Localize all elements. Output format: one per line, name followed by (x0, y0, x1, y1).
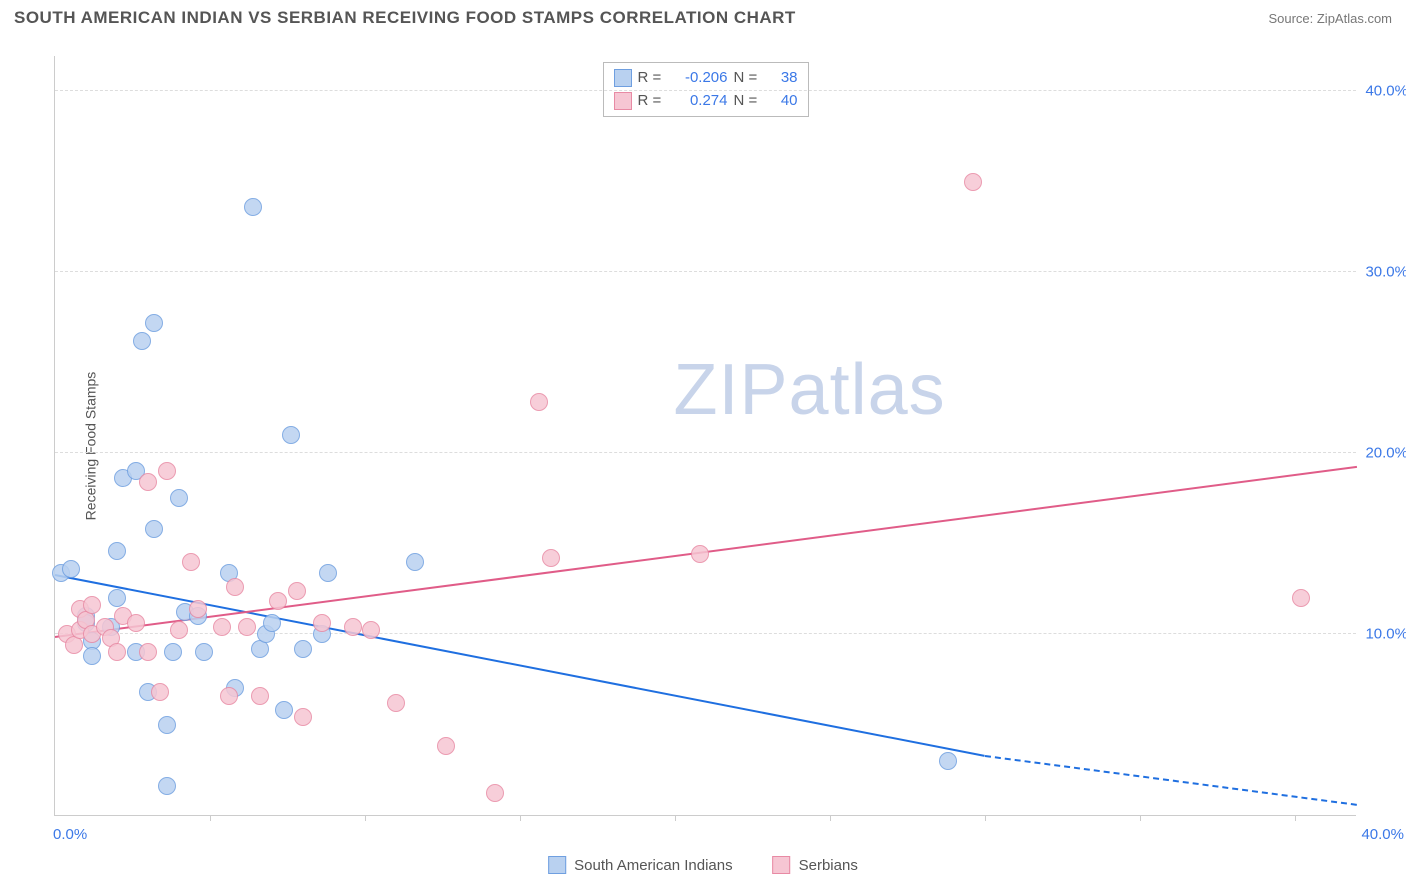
data-point (83, 647, 101, 665)
data-point (158, 462, 176, 480)
data-point (1292, 589, 1310, 607)
data-point (269, 592, 287, 610)
gridline (55, 271, 1356, 272)
correlation-chart: ZIPatlas 0.0% 40.0% R =-0.206N =38R =0.2… (54, 56, 1356, 816)
data-point (108, 589, 126, 607)
legend-label: South American Indians (574, 857, 732, 874)
data-point (387, 694, 405, 712)
n-label: N = (734, 67, 762, 90)
legend-swatch (614, 92, 632, 110)
gridline (55, 452, 1356, 453)
data-point (158, 716, 176, 734)
y-tick-label: 30.0% (1365, 264, 1406, 281)
gridline (55, 90, 1356, 91)
legend-item: South American Indians (548, 856, 732, 874)
data-point (62, 560, 80, 578)
x-tick (675, 815, 676, 821)
x-tick (210, 815, 211, 821)
data-point (170, 489, 188, 507)
data-point (542, 549, 560, 567)
data-point (313, 614, 331, 632)
data-point (139, 643, 157, 661)
data-point (83, 596, 101, 614)
data-point (182, 553, 200, 571)
legend-swatch (773, 856, 791, 874)
data-point (437, 737, 455, 755)
data-point (530, 393, 548, 411)
x-axis-max-label: 40.0% (1361, 826, 1404, 843)
y-tick-label: 40.0% (1365, 83, 1406, 100)
r-value: -0.206 (672, 67, 728, 90)
data-point (145, 314, 163, 332)
data-point (170, 621, 188, 639)
data-point (288, 582, 306, 600)
legend-item: Serbians (773, 856, 858, 874)
data-point (939, 752, 957, 770)
data-point (406, 553, 424, 571)
series-legend: South American Indians Serbians (548, 856, 858, 874)
data-point (319, 564, 337, 582)
data-point (226, 578, 244, 596)
data-point (275, 701, 293, 719)
trend-line-extrapolated (985, 755, 1357, 806)
data-point (238, 618, 256, 636)
r-label: R = (638, 90, 666, 113)
watermark: ZIPatlas (674, 349, 946, 431)
stats-legend-row: R = -0.206 N = 38 (614, 67, 798, 90)
x-tick (520, 815, 521, 821)
x-tick (985, 815, 986, 821)
x-tick (1295, 815, 1296, 821)
watermark-bold: ZIP (674, 350, 789, 430)
data-point (691, 545, 709, 563)
data-point (164, 643, 182, 661)
x-axis-min-label: 0.0% (53, 826, 87, 843)
data-point (344, 618, 362, 636)
stats-legend-row: R = 0.274 N = 40 (614, 90, 798, 113)
x-tick (830, 815, 831, 821)
n-label: N = (734, 90, 762, 113)
source-label: Source: ZipAtlas.com (1268, 11, 1392, 26)
data-point (139, 473, 157, 491)
data-point (964, 173, 982, 191)
n-value: 38 (768, 67, 798, 90)
x-tick (1140, 815, 1141, 821)
page-title: SOUTH AMERICAN INDIAN VS SERBIAN RECEIVI… (14, 8, 796, 28)
x-tick (365, 815, 366, 821)
data-point (244, 198, 262, 216)
data-point (294, 640, 312, 658)
legend-label: Serbians (799, 857, 858, 874)
y-tick-label: 20.0% (1365, 445, 1406, 462)
header-bar: SOUTH AMERICAN INDIAN VS SERBIAN RECEIVI… (0, 0, 1406, 32)
data-point (108, 643, 126, 661)
legend-swatch (548, 856, 566, 874)
data-point (263, 614, 281, 632)
data-point (145, 520, 163, 538)
data-point (213, 618, 231, 636)
watermark-thin: atlas (789, 350, 946, 430)
n-value: 40 (768, 90, 798, 113)
r-label: R = (638, 67, 666, 90)
data-point (127, 614, 145, 632)
data-point (151, 683, 169, 701)
y-tick-label: 10.0% (1365, 626, 1406, 643)
data-point (294, 708, 312, 726)
data-point (251, 687, 269, 705)
data-point (189, 600, 207, 618)
data-point (133, 332, 151, 350)
r-value: 0.274 (672, 90, 728, 113)
data-point (195, 643, 213, 661)
data-point (158, 777, 176, 795)
data-point (220, 687, 238, 705)
data-point (362, 621, 380, 639)
legend-swatch (614, 69, 632, 87)
data-point (108, 542, 126, 560)
data-point (282, 426, 300, 444)
data-point (486, 784, 504, 802)
